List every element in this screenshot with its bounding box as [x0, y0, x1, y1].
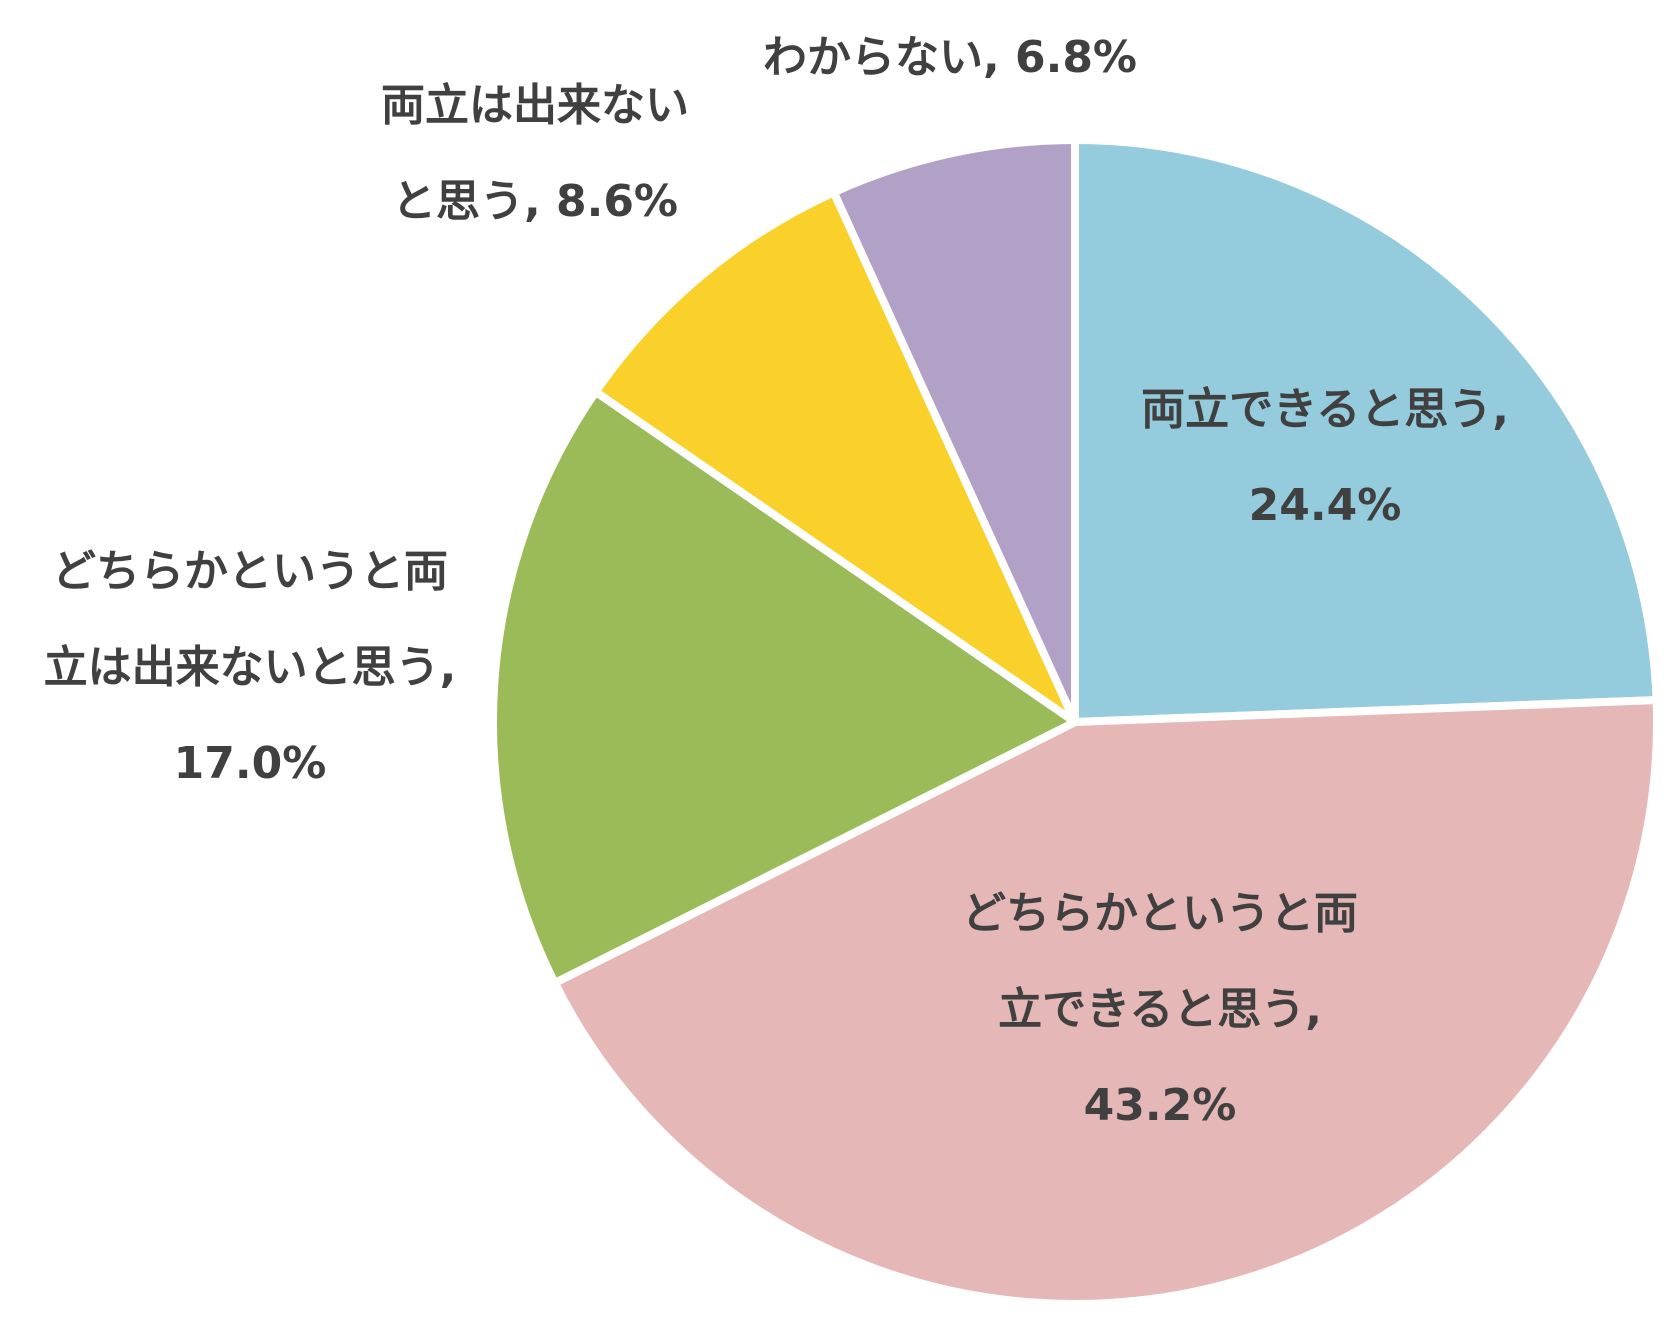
pie-labels: 両立できると思う, 24.4%どちらかというと両立できると思う, 43.2%どちらか…	[44, 32, 1509, 1131]
pie-slice-1	[1071, 136, 1661, 726]
slice-data-label-2-line-1: どちらかというと両	[962, 888, 1358, 939]
slice-data-label-4-line-1: 両立は出来ない	[381, 80, 689, 131]
pie-slice-5	[829, 136, 1079, 726]
slice-data-label-1-line-2: 24.4%	[1249, 480, 1402, 531]
pie-slice-3	[489, 387, 1079, 987]
slice-data-label-5: わからない, 6.8%	[763, 32, 1137, 83]
slice-data-label-3-line-2: 立は出来ないと思う,	[44, 642, 457, 693]
slice-data-label-4: 両立は出来ないと思う, 8.6%	[381, 80, 689, 227]
pie-slice-4	[591, 188, 1079, 726]
pie-slices	[489, 136, 1662, 1309]
slice-data-label-3-line-3: 17.0%	[174, 738, 327, 789]
slice-data-label-1-line-1: 両立できると思う,	[1141, 384, 1509, 435]
slice-data-label-2-line-3: 43.2%	[1084, 1080, 1237, 1131]
slice-data-label-4-line-2: と思う, 8.6%	[392, 176, 678, 227]
pie-slice-2	[550, 696, 1662, 1309]
slice-data-label-1: 両立できると思う, 24.4%	[1141, 384, 1509, 531]
slice-data-label-2-line-2: 立できると思う,	[998, 984, 1322, 1035]
slice-data-label-5-line-1: わからない, 6.8%	[763, 32, 1137, 83]
slice-data-label-3-line-1: どちらかというと両	[52, 546, 448, 597]
slice-data-label-3: どちらかというと両立は出来ないと思う, 17.0%	[44, 546, 457, 789]
slice-data-label-2: どちらかというと両立できると思う, 43.2%	[962, 888, 1358, 1131]
